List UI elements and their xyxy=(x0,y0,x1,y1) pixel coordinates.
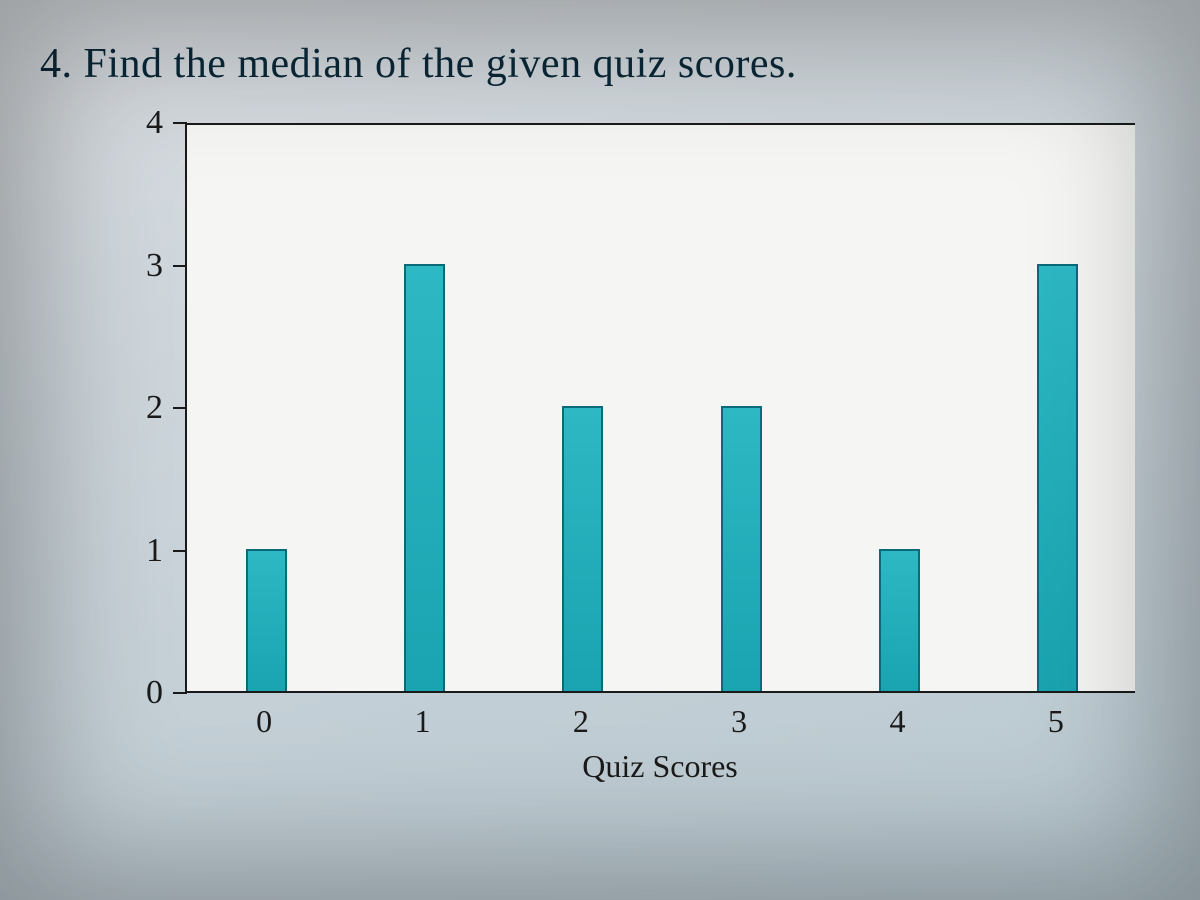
bar xyxy=(879,549,920,692)
bar xyxy=(1037,264,1078,692)
question-body: Find the median of the given quiz scores… xyxy=(84,41,797,87)
x-tick-label: 2 xyxy=(573,703,589,740)
x-tick-label: 1 xyxy=(415,703,431,740)
question-text: 4. Find the median of the given quiz sco… xyxy=(40,40,1170,88)
question-number: 4. xyxy=(40,41,73,87)
x-axis-title: Quiz Scores xyxy=(185,748,1135,785)
bar xyxy=(721,406,762,691)
x-axis: 0 1 2 3 4 5 xyxy=(185,703,1135,743)
x-tick-label: 0 xyxy=(256,703,272,740)
y-tick-label: 0 xyxy=(146,674,163,712)
x-tick-label: 3 xyxy=(731,703,747,740)
x-tick-label: 5 xyxy=(1048,703,1064,740)
bar xyxy=(562,406,603,691)
bar-chart: 01234 012345 Quiz Scores xyxy=(125,123,1135,773)
y-tick-label: 3 xyxy=(146,247,163,285)
plot-area xyxy=(185,123,1135,693)
bar xyxy=(246,549,287,692)
y-tick-label: 4 xyxy=(146,104,163,142)
x-tick-label: 4 xyxy=(890,703,906,740)
bars-group xyxy=(187,125,1135,691)
y-axis: 01234 xyxy=(125,123,175,693)
y-tick-label: 2 xyxy=(146,389,163,427)
y-tick-label: 1 xyxy=(146,532,163,570)
bar xyxy=(404,264,445,692)
